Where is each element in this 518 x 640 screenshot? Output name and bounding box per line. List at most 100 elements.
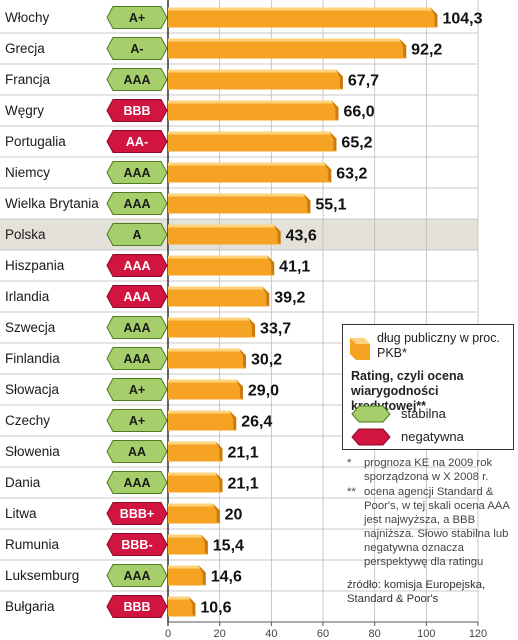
bar-top-face [168,255,271,259]
rating-label: AAA [123,259,150,273]
rating-label: BBB+ [120,507,154,521]
value-label: 67,7 [348,73,379,90]
rating-label: AAA [123,476,150,490]
rating-badge [106,285,168,308]
rating-badge [106,440,168,463]
bar-side-face [229,410,237,431]
x-tick-label: 120 [469,628,487,640]
bar-top-face [168,534,204,538]
bar-top-face [168,317,252,321]
category-label: Finlandia [5,351,60,366]
category-label: Polska [5,227,46,242]
bar [168,472,223,493]
bar-top-face [168,348,243,352]
rating-badge [106,471,168,494]
rating-label: A+ [129,414,145,428]
legend-stable-label: stabilna [401,406,446,421]
value-label: 21,1 [228,445,259,462]
bar-top-face [168,69,339,73]
category-label: Węgry [5,103,44,118]
value-label: 104,3 [442,11,482,28]
bar [168,162,332,183]
bar-top-face [168,379,239,383]
bar [168,69,343,90]
bar-side-face [273,224,281,245]
bar [168,441,223,462]
legend-debt-label: dług publiczny w proc. PKB* [377,331,500,360]
bar [168,224,281,245]
bar [168,100,339,121]
rating-label: A+ [129,11,145,25]
rating-badge [106,409,168,432]
footnote: * prognoza KE na 2009 rok sporządzona w … [347,456,515,484]
bar-top-face [168,596,192,600]
rating-badge [106,99,168,122]
value-label: 33,7 [260,321,291,338]
legend-negative-label: negatywna [401,429,464,444]
rating-badge [106,192,168,215]
category-label: Portugalia [5,134,66,149]
rating-label: AAA [123,73,150,87]
bar [168,565,206,586]
value-label: 29,0 [248,383,279,400]
bar-top-face [168,38,403,42]
category-label: Słowenia [5,444,60,459]
bar-top-face [168,224,277,228]
category-label: Litwa [5,506,37,521]
category-label: Francja [5,72,51,87]
category-label: Szwecja [5,320,56,335]
value-label: 10,6 [200,600,231,617]
bar [168,131,337,152]
category-label: Bułgaria [5,599,55,614]
category-label: Luksemburg [5,568,79,583]
rating-badge [106,68,168,91]
category-label: Dania [5,475,41,490]
rating-badge [106,161,168,184]
bar-side-face [235,379,243,400]
bar-top-face [168,441,219,445]
value-label: 92,2 [411,42,442,59]
bar-top-face [168,162,328,166]
negative-badge-icon [351,428,391,446]
category-label: Niemcy [5,165,50,180]
rating-label: A [132,228,141,242]
category-label: Czechy [5,413,50,428]
rating-badge [106,316,168,339]
rating-badge [106,533,168,556]
rating-badge [106,347,168,370]
x-tick-label: 100 [417,628,435,640]
rating-label: AAA [123,197,150,211]
bar [168,596,196,617]
rating-badge [106,254,168,277]
bar-side-face [303,193,311,214]
x-tick-label: 20 [214,628,226,640]
bar [168,286,270,307]
value-label: 26,4 [241,414,272,431]
rating-label: AAA [123,352,150,366]
rating-label: A+ [129,383,145,397]
bar [168,348,247,369]
rating-badge [106,378,168,401]
bar-top-face [168,7,434,11]
bar [168,503,220,524]
bar-side-face [248,317,256,338]
bar-side-face [188,596,196,617]
value-label: 39,2 [274,290,305,307]
bar-top-face [168,100,335,104]
bar-side-face [331,100,339,121]
bar-top-face [168,131,333,135]
stable-badge-icon [351,405,391,423]
bar-legend-icon [350,338,370,360]
bar-side-face [262,286,270,307]
footnote-mark: ** [347,486,356,498]
bar [168,379,243,400]
category-label: Wielka Brytania [5,196,99,211]
value-label: 15,4 [213,538,244,555]
value-label: 66,0 [344,104,375,121]
bar [168,255,275,276]
bar-top-face [168,503,216,507]
rating-label: BBB- [121,538,152,552]
category-label: Słowacja [5,382,60,397]
bar-side-face [215,472,223,493]
